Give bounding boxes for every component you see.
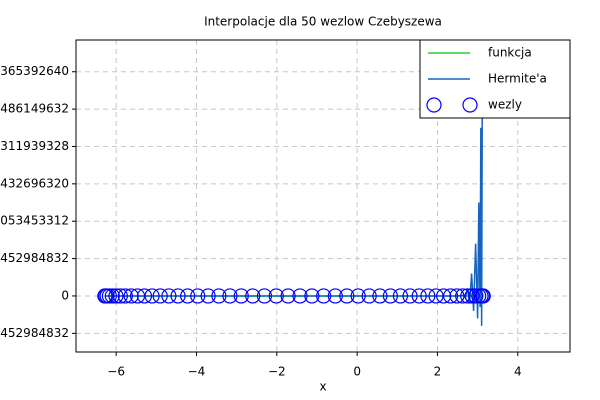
node-marker [256, 288, 273, 304]
node-marker [292, 288, 308, 304]
node-marker [268, 288, 284, 304]
node-marker [455, 288, 471, 304]
legend-label: wezly [488, 98, 522, 112]
x-tick-label: −6 [107, 365, 125, 379]
y-tick-label: 053453312 [0, 214, 69, 228]
node-marker [129, 288, 146, 304]
node-marker [382, 288, 398, 304]
node-marker [327, 288, 343, 304]
node-marker [460, 288, 476, 304]
node-marker [170, 288, 186, 304]
node-marker [245, 288, 261, 304]
node-marker [420, 288, 436, 304]
legend-label: Hermite'a [488, 72, 547, 86]
y-tick-label: 311939328 [0, 139, 69, 153]
node-marker [112, 288, 128, 304]
y-tick-label: 432696320 [0, 176, 69, 190]
node-marker [304, 288, 320, 304]
node-marker [436, 288, 452, 304]
x-tick-label: 0 [353, 365, 361, 379]
node-marker [222, 288, 238, 304]
node-marker [152, 288, 168, 304]
node-marker [468, 288, 484, 304]
node-marker [372, 288, 388, 304]
plot-area [97, 40, 491, 326]
x-tick-label: −2 [268, 365, 286, 379]
y-tick-label: 365392640 [0, 64, 69, 78]
node-marker [233, 288, 249, 304]
y-tick-label: 486149632 [0, 102, 69, 116]
node-marker [280, 288, 296, 304]
node-marker [428, 288, 444, 304]
node-marker [161, 288, 177, 304]
x-tick-label: 4 [514, 365, 522, 379]
node-marker [211, 288, 227, 304]
node-marker [449, 288, 465, 304]
node-marker [411, 288, 427, 304]
y-tick-label: 452984832 [0, 251, 69, 265]
node-marker [402, 288, 418, 304]
node-marker [200, 288, 216, 304]
node-marker [392, 288, 409, 304]
node-marker [316, 288, 332, 304]
node-marker [361, 288, 377, 304]
y-tick-label: 452984832 [0, 326, 69, 340]
node-marker [190, 288, 206, 304]
node-marker [350, 288, 366, 304]
node-marker [108, 288, 124, 304]
x-axis-label: x [319, 380, 326, 394]
legend-marker [462, 97, 478, 113]
chart-title: Interpolacje dla 50 wezlow Czebyszewa [204, 15, 442, 29]
legend-label: funkcja [488, 46, 532, 60]
plot-frame [75, 39, 571, 353]
node-marker [97, 288, 113, 304]
node-marker [123, 288, 139, 304]
y-tick-label: 0 [61, 288, 69, 302]
node-marker [117, 288, 134, 304]
node-marker [464, 288, 480, 304]
node-marker [136, 288, 153, 304]
x-tick-label: −4 [188, 365, 206, 379]
x-tick-label: 2 [434, 365, 442, 379]
node-marker [339, 288, 355, 304]
node-marker [180, 288, 196, 304]
legend-marker [426, 97, 442, 113]
